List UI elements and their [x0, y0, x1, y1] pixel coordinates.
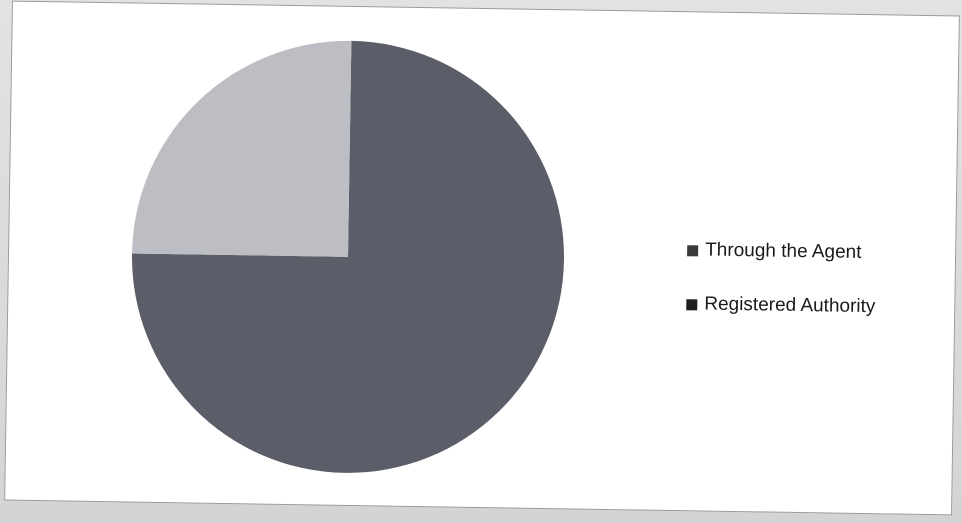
pie-slice-registered-authority: [132, 40, 352, 257]
legend-swatch-through-the-agent: [687, 244, 699, 256]
chart-area: Through the Agent Registered Authority: [4, 0, 960, 516]
chart-legend: Through the Agent Registered Authority: [686, 236, 877, 347]
legend-swatch-registered-authority: [686, 298, 698, 310]
legend-label-registered-authority: Registered Authority: [704, 293, 876, 318]
pie-slice-through-the-agent: [132, 40, 564, 473]
legend-item-registered-authority: Registered Authority: [686, 290, 876, 321]
legend-item-through-the-agent: Through the Agent: [687, 236, 877, 267]
legend-label-through-the-agent: Through the Agent: [704, 239, 862, 263]
pie-chart: [132, 40, 564, 473]
